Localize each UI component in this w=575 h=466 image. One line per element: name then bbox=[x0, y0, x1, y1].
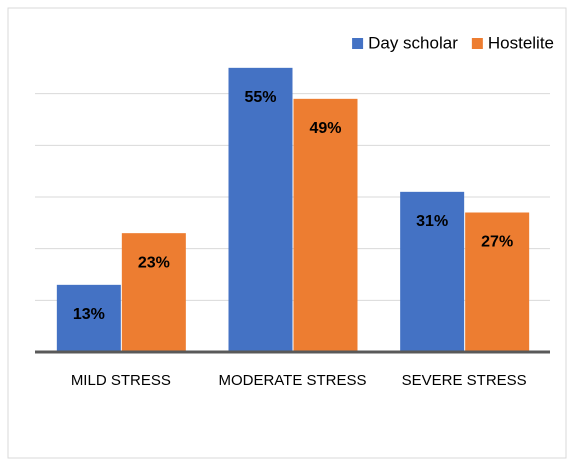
legend-label: Hostelite bbox=[488, 33, 554, 52]
legend-swatch bbox=[352, 38, 364, 49]
data-label: 23% bbox=[138, 254, 170, 271]
bar bbox=[121, 233, 186, 352]
legend-label: Day scholar bbox=[368, 33, 458, 52]
data-label: 27% bbox=[481, 234, 513, 251]
x-tick-label: MILD STRESS bbox=[71, 372, 171, 389]
bar bbox=[293, 98, 358, 352]
bar bbox=[465, 212, 530, 352]
data-label: 13% bbox=[73, 306, 105, 323]
data-label: 55% bbox=[244, 89, 276, 106]
legend-swatch bbox=[471, 38, 483, 49]
x-tick-label: MODERATE STRESS bbox=[218, 372, 366, 389]
x-tick-label: SEVERE STRESS bbox=[402, 372, 527, 389]
data-label: 31% bbox=[416, 213, 448, 230]
bar bbox=[400, 191, 465, 352]
bar bbox=[56, 284, 121, 352]
data-label: 49% bbox=[309, 120, 341, 137]
bar bbox=[228, 67, 293, 352]
